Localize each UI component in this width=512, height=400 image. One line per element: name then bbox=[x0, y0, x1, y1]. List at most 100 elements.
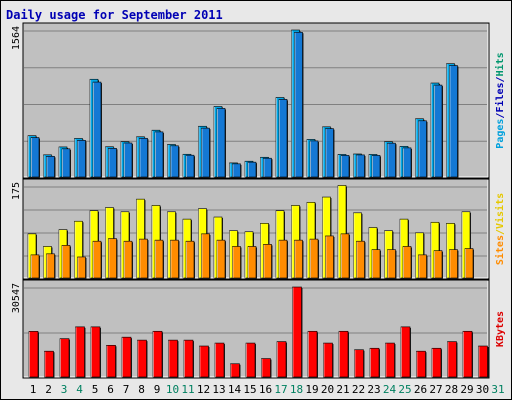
visits-sites-legend: Sites/Visits bbox=[494, 193, 506, 265]
day-label: 8 bbox=[138, 383, 145, 396]
day-label: 22 bbox=[352, 383, 365, 396]
bar-body bbox=[201, 233, 210, 279]
bar-body bbox=[77, 140, 86, 178]
day-label: 31 bbox=[491, 383, 504, 396]
bar-body bbox=[309, 140, 319, 178]
bar-body bbox=[464, 248, 474, 279]
day-label: 30 bbox=[476, 383, 489, 396]
day-label: 17 bbox=[274, 383, 287, 396]
legend-part: Hits bbox=[494, 52, 506, 76]
legend-part: Sites bbox=[494, 235, 506, 265]
bar-body bbox=[307, 330, 318, 378]
bar-body bbox=[433, 84, 443, 178]
visits-sites-sites-bar bbox=[216, 239, 226, 279]
kbytes-kbytes-bar bbox=[462, 330, 473, 378]
bar-body bbox=[478, 345, 488, 378]
hits-files-pages-files-bar bbox=[92, 81, 102, 178]
visits-sites-sites-bar bbox=[185, 240, 195, 279]
bar-body bbox=[30, 137, 40, 178]
day-label: 29 bbox=[460, 383, 473, 396]
legend-part: Visits bbox=[494, 193, 506, 229]
bar-body bbox=[123, 240, 133, 279]
kbytes-kbytes-bar bbox=[245, 342, 256, 378]
hits-files-pages-files-bar bbox=[108, 148, 118, 178]
bar-body bbox=[137, 339, 147, 378]
bar-body bbox=[325, 128, 334, 178]
day-label: 9 bbox=[154, 383, 161, 396]
visits-sites-ymax-label: 175 bbox=[11, 182, 22, 200]
bar-body bbox=[385, 342, 395, 378]
bar-body bbox=[418, 254, 427, 279]
page-title: Daily usage for September 2011 bbox=[6, 8, 223, 22]
bar-body bbox=[400, 326, 411, 378]
legend-text: Pages/Files/Hits bbox=[494, 52, 506, 148]
bar-body bbox=[201, 127, 210, 178]
visits-sites-sites-bar bbox=[247, 246, 257, 279]
day-label: 12 bbox=[197, 383, 210, 396]
bar-body bbox=[154, 131, 164, 178]
visits-sites-sites-bar bbox=[278, 239, 288, 279]
day-label: 5 bbox=[92, 383, 99, 396]
day-label: 14 bbox=[228, 383, 242, 396]
day-label: 4 bbox=[76, 383, 83, 396]
kbytes-kbytes-bar bbox=[199, 345, 210, 378]
bar-body bbox=[92, 240, 102, 279]
day-label: 7 bbox=[123, 383, 130, 396]
bar-body bbox=[371, 155, 381, 178]
hits-files-pages-files-bar bbox=[418, 120, 428, 178]
visits-sites-sites-bar bbox=[371, 249, 381, 279]
bar-body bbox=[30, 254, 40, 279]
bar-body bbox=[139, 137, 148, 178]
bar-body bbox=[170, 145, 179, 178]
hits-files-pages-files-bar bbox=[154, 131, 164, 178]
day-label: 27 bbox=[429, 383, 442, 396]
day-label: 10 bbox=[166, 383, 179, 396]
bar-body bbox=[261, 358, 271, 378]
legend-text: Sites/Visits bbox=[494, 193, 506, 265]
day-label: 3 bbox=[61, 383, 68, 396]
hits-files-pages-files-bar bbox=[371, 155, 381, 178]
kbytes-kbytes-bar bbox=[416, 350, 427, 378]
day-label: 11 bbox=[181, 383, 194, 396]
bar-body bbox=[309, 238, 319, 279]
bar-body bbox=[90, 326, 101, 378]
bar-body bbox=[106, 344, 116, 378]
hits-files-pages-files-bar bbox=[433, 84, 443, 178]
visits-sites-sites-bar bbox=[123, 240, 133, 279]
day-label: 13 bbox=[212, 383, 225, 396]
bar-body bbox=[123, 142, 133, 178]
day-label: 15 bbox=[243, 383, 256, 396]
kbytes-legend: KBytes bbox=[495, 311, 506, 347]
visits-sites-sites-bar bbox=[449, 249, 459, 279]
bar-body bbox=[61, 245, 71, 279]
hits-files-pages-files-bar bbox=[449, 65, 459, 178]
bar-body bbox=[387, 249, 396, 279]
bar-body bbox=[325, 235, 334, 279]
visits-sites-sites-bar bbox=[294, 239, 304, 279]
visits-sites-sites-bar bbox=[232, 246, 242, 279]
bar-body bbox=[433, 250, 443, 279]
bar-body bbox=[416, 350, 426, 378]
kbytes-kbytes-bar bbox=[369, 347, 380, 378]
visits-sites-sites-bar bbox=[170, 239, 180, 279]
legend-part: KBytes bbox=[495, 311, 506, 347]
kbytes-kbytes-bar bbox=[323, 342, 334, 378]
day-label: 6 bbox=[107, 383, 114, 396]
bar-body bbox=[92, 81, 102, 178]
hits-files-pages-files-bar bbox=[356, 154, 366, 178]
visits-sites-sites-bar bbox=[356, 240, 366, 279]
kbytes-kbytes-bar bbox=[121, 336, 132, 378]
visits-sites-sites-bar bbox=[325, 235, 335, 279]
kbytes-kbytes-bar bbox=[385, 342, 396, 378]
bar-body bbox=[185, 240, 195, 279]
visits-sites-sites-bar bbox=[340, 233, 350, 279]
hits-files-pages-files-bar bbox=[139, 137, 149, 178]
kbytes-kbytes-bar bbox=[28, 331, 39, 378]
kbytes-kbytes-bar bbox=[152, 330, 163, 378]
kbytes-kbytes-bar bbox=[292, 286, 303, 378]
bar-body bbox=[75, 326, 85, 378]
bar-body bbox=[356, 154, 365, 178]
bar-body bbox=[139, 238, 148, 279]
kbytes-kbytes-bar bbox=[307, 330, 318, 378]
kbytes-kbytes-bar bbox=[90, 326, 101, 378]
